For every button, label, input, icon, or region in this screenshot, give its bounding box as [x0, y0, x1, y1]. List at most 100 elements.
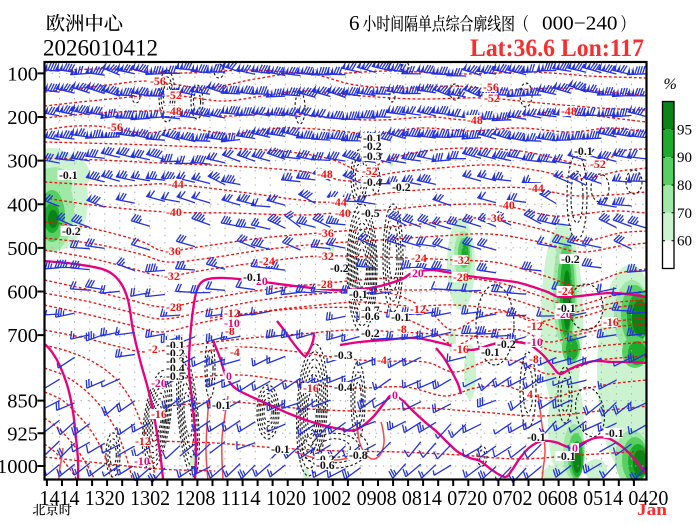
svg-text:-44: -44	[168, 177, 184, 191]
svg-text:-40: -40	[335, 206, 351, 220]
svg-text:-36: -36	[318, 226, 334, 240]
svg-text:-10: -10	[224, 316, 240, 330]
svg-text:95: 95	[677, 122, 692, 138]
svg-text:1302: 1302	[130, 486, 170, 510]
svg-text:-24: -24	[259, 254, 275, 268]
svg-text:-10: -10	[527, 335, 543, 349]
svg-text:0: 0	[392, 388, 398, 402]
svg-text:-52: -52	[362, 164, 378, 178]
svg-text:-0.1: -0.1	[271, 442, 290, 456]
svg-text:-0.1: -0.1	[557, 301, 576, 315]
svg-text:-0.1: -0.1	[349, 287, 368, 301]
svg-text:4: 4	[527, 387, 533, 401]
svg-text:925: 925	[7, 423, 38, 445]
svg-text:-56: -56	[107, 120, 123, 134]
svg-text:0908: 0908	[357, 486, 397, 510]
svg-text:-0.5: -0.5	[361, 206, 380, 220]
svg-text:1208: 1208	[175, 486, 215, 510]
svg-text:Lat:36.6 Lon:117: Lat:36.6 Lon:117	[470, 35, 644, 62]
svg-text:-32: -32	[318, 249, 334, 263]
svg-text:-0.2: -0.2	[561, 252, 580, 266]
svg-text:20: 20	[256, 274, 268, 288]
svg-text:000−240: 000−240	[542, 14, 618, 35]
svg-text:0: 0	[572, 441, 578, 455]
svg-text:-12: -12	[527, 319, 543, 333]
svg-text:-52: -52	[484, 91, 500, 105]
svg-text:-36: -36	[487, 211, 503, 225]
svg-text:-52: -52	[166, 88, 182, 102]
svg-text:300: 300	[7, 151, 38, 173]
svg-text:-32: -32	[164, 269, 180, 283]
svg-text:500: 500	[7, 238, 38, 260]
svg-text:-44: -44	[528, 181, 544, 195]
svg-text:0514: 0514	[583, 486, 623, 510]
svg-text:-16: -16	[303, 381, 319, 395]
svg-text:-0.1: -0.1	[574, 144, 593, 158]
svg-text:1000: 1000	[0, 456, 38, 478]
svg-text:-0.2: -0.2	[62, 224, 81, 238]
svg-text:-4: -4	[230, 345, 240, 359]
svg-text:-0.8: -0.8	[349, 448, 368, 462]
svg-text:%: %	[664, 76, 677, 93]
svg-text:-0.1: -0.1	[605, 426, 624, 440]
svg-text:0720: 0720	[447, 486, 487, 510]
svg-text:-0.2: -0.2	[330, 261, 349, 275]
svg-text:-8: -8	[397, 322, 407, 336]
svg-text:-28: -28	[317, 277, 333, 291]
svg-text:1114: 1114	[221, 486, 261, 510]
svg-text:-36: -36	[165, 244, 181, 258]
svg-text:-0.1: -0.1	[481, 345, 500, 359]
svg-text:80: 80	[677, 178, 692, 194]
svg-text:1002: 1002	[311, 486, 351, 510]
svg-text:-32: -32	[454, 253, 470, 267]
svg-text:0: 0	[226, 369, 232, 383]
svg-text:-48: -48	[467, 113, 483, 127]
svg-text:-56: -56	[483, 80, 499, 94]
svg-text:-12: -12	[224, 306, 240, 320]
svg-text:400: 400	[7, 194, 38, 216]
svg-text:Jan: Jan	[637, 500, 667, 519]
svg-text:200: 200	[7, 107, 38, 129]
svg-text:-0.6: -0.6	[316, 458, 335, 472]
svg-text:-16: -16	[151, 407, 167, 421]
svg-text:-12: -12	[410, 302, 426, 316]
svg-text:-0.2: -0.2	[361, 326, 380, 340]
svg-text:-0.3: -0.3	[363, 149, 382, 163]
svg-text:-28: -28	[166, 300, 182, 314]
svg-text:0702: 0702	[493, 486, 533, 510]
svg-text:-24: -24	[558, 284, 574, 298]
svg-text:-20: -20	[151, 376, 167, 390]
svg-text:-0.1: -0.1	[527, 430, 546, 444]
svg-text:-0.2: -0.2	[392, 180, 411, 194]
svg-text:-10: -10	[134, 454, 150, 468]
svg-text:-48: -48	[317, 167, 333, 181]
svg-text:60: 60	[677, 234, 692, 250]
svg-text:1020: 1020	[266, 486, 306, 510]
svg-text:-40: -40	[166, 205, 182, 219]
svg-text:0608: 0608	[538, 486, 578, 510]
svg-text:-0.1: -0.1	[243, 270, 262, 284]
svg-text:70: 70	[677, 206, 692, 222]
svg-text:-44: -44	[331, 195, 347, 209]
svg-text:-0.4: -0.4	[363, 175, 382, 189]
svg-text:-48: -48	[166, 104, 182, 118]
svg-text:-2: -2	[148, 342, 158, 356]
svg-text:-28: -28	[453, 270, 469, 284]
svg-text:-24: -24	[411, 251, 427, 265]
svg-text:-0.4: -0.4	[334, 380, 353, 394]
svg-text:-0.3: -0.3	[334, 348, 353, 362]
svg-text:-12: -12	[135, 434, 151, 448]
svg-text:1320: 1320	[85, 486, 125, 510]
svg-text:-48: -48	[561, 104, 577, 118]
svg-text:-16: -16	[603, 315, 619, 329]
svg-text:0814: 0814	[402, 486, 442, 510]
svg-text:100: 100	[7, 63, 38, 85]
svg-text:-16: -16	[453, 342, 469, 356]
svg-text:-0.5: -0.5	[166, 369, 185, 383]
svg-text:2026010412: 2026010412	[43, 36, 158, 61]
svg-text:-0.1: -0.1	[391, 310, 410, 324]
svg-text:0420: 0420	[628, 486, 668, 510]
svg-text:-0.6: -0.6	[361, 309, 380, 323]
svg-text:-4: -4	[377, 353, 387, 367]
svg-text:6: 6	[349, 11, 360, 35]
